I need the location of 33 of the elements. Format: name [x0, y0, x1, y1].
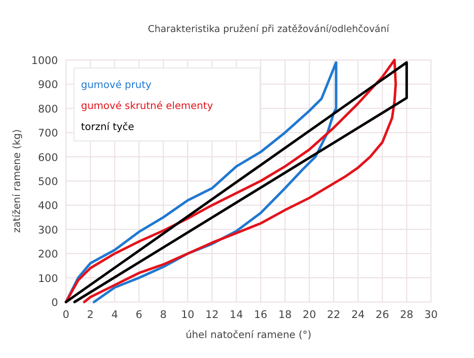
y-tick-label: 300	[38, 224, 58, 236]
x-tick-label: 2	[86, 309, 94, 321]
text: gumové skrutné elementy	[81, 101, 214, 112]
y-tick-label: 600	[38, 152, 58, 164]
y-tick-label: 1000	[31, 55, 58, 67]
x-tick-label: 4	[111, 309, 118, 321]
x-tick-label: 6	[136, 309, 143, 321]
text: torzní tyče	[81, 122, 134, 133]
x-axis-title: úhel natočení ramene (°)	[186, 330, 312, 341]
x-tick-label: 16	[254, 309, 268, 321]
x-tick-label: 20	[302, 309, 316, 321]
x-tick-label: 18	[278, 309, 292, 321]
y-tick-label: 700	[38, 128, 58, 140]
x-tick-label: 28	[400, 309, 414, 321]
chart-title: Charakteristika pružení při zatěžování/odlehčování	[148, 24, 390, 35]
y-axis-title: zatížení ramene (kg)	[12, 129, 23, 233]
y-tick-label: 800	[38, 103, 58, 116]
y-tick-label: 500	[38, 176, 58, 188]
y-tick-label: 900	[38, 79, 58, 92]
x-tick-label: 10	[180, 309, 194, 321]
x-tick-label: 24	[351, 309, 365, 321]
x-tick-label: 14	[230, 309, 244, 321]
x-tick-label: 0	[62, 309, 70, 321]
x-tick-label: 30	[424, 309, 438, 321]
text: gumové pruty	[81, 80, 152, 91]
x-tick-label: 22	[326, 309, 340, 321]
y-tick-label: 100	[38, 272, 58, 285]
x-tick-label: 12	[205, 309, 219, 321]
y-tick-label: 200	[38, 248, 58, 261]
x-tick-label: 26	[376, 309, 390, 321]
y-tick-label: 0	[51, 297, 58, 309]
y-tick-label: 400	[38, 200, 58, 212]
x-tick-label: 8	[160, 309, 167, 321]
